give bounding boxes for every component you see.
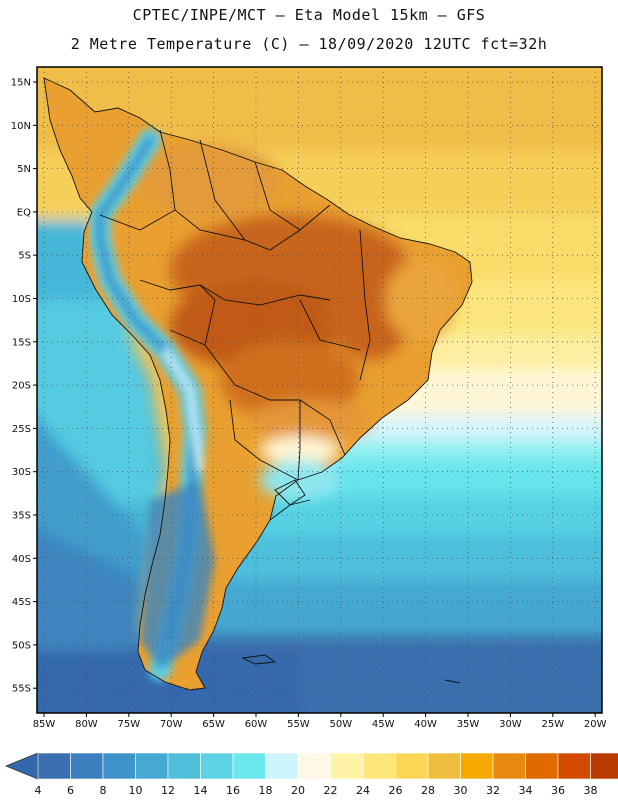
- colorbar-label: 20: [291, 784, 305, 797]
- colorbar-label: 12: [161, 784, 175, 797]
- colorbar-segment: [557, 752, 591, 780]
- colorbar-segment: [330, 752, 364, 780]
- lon-label: 35W: [457, 719, 480, 730]
- lat-label: 10S: [12, 294, 31, 305]
- lat-label: 5N: [17, 164, 31, 175]
- lat-label: 25S: [12, 424, 31, 435]
- lat-label: 30S: [12, 467, 31, 478]
- lon-label: 40W: [414, 719, 437, 730]
- colorbar-label: 38: [584, 784, 598, 797]
- colorbar-segment: [102, 752, 136, 780]
- colorbar-label: 34: [519, 784, 533, 797]
- map-title-line-2: 2 Metre Temperature (C) – 18/09/2020 12U…: [70, 35, 548, 53]
- colorbar-label: 14: [194, 784, 208, 797]
- lat-label: 35S: [12, 511, 31, 522]
- colorbar-segment: [297, 752, 331, 780]
- colorbar-segment: [460, 752, 494, 780]
- colorbar-label: 8: [100, 784, 107, 797]
- colorbar: 4 6 8 10 12 14 16 18 20 22 24 26 28 30 32 34 36 38: [4, 752, 618, 797]
- colorbar-label: 22: [324, 784, 338, 797]
- colorbar-label: 28: [421, 784, 435, 797]
- colorbar-label: 30: [454, 784, 468, 797]
- colorbar-label: 32: [486, 784, 500, 797]
- graticule: [37, 67, 602, 713]
- colorbar-label: 4: [35, 784, 42, 797]
- colorbar-label: 16: [226, 784, 240, 797]
- lat-label: 20S: [12, 381, 31, 392]
- lon-label: 55W: [287, 719, 310, 730]
- colorbar-segment: [427, 752, 461, 780]
- colorbar-label: 10: [129, 784, 143, 797]
- lat-label: 5S: [18, 251, 31, 262]
- colorbar-segment: [492, 752, 526, 780]
- colorbar-segment: [37, 752, 71, 780]
- lon-label: 60W: [245, 719, 268, 730]
- lon-label: 75W: [117, 719, 140, 730]
- colorbar-segment: [265, 752, 299, 780]
- colorbar-low-arrow: [4, 752, 39, 780]
- lon-label: 30W: [499, 719, 522, 730]
- map-title-line-1: CPTEC/INPE/MCT – Eta Model 15km – GFS: [132, 6, 486, 24]
- colorbar-segment: [525, 752, 559, 780]
- colorbar-label: 26: [389, 784, 403, 797]
- lat-label: 15S: [12, 337, 31, 348]
- map-frame: [36, 66, 603, 714]
- lon-label: 20W: [584, 719, 607, 730]
- colorbar-label: 18: [259, 784, 273, 797]
- colorbar-segment: [135, 752, 169, 780]
- lon-label: 70W: [160, 719, 183, 730]
- lat-label: 15N: [11, 78, 31, 89]
- lat-label: EQ: [17, 207, 31, 218]
- lon-label: 45W: [372, 719, 395, 730]
- colorbar-segment: [70, 752, 104, 780]
- lon-label: 80W: [75, 719, 98, 730]
- colorbar-segment: [590, 752, 618, 780]
- lat-label: 10N: [11, 121, 31, 132]
- colorbar-label: 24: [356, 784, 370, 797]
- lat-label: 40S: [12, 554, 31, 565]
- colorbar-label: 6: [67, 784, 74, 797]
- lon-label: 85W: [33, 719, 56, 730]
- lon-label: 65W: [202, 719, 225, 730]
- lat-label: 50S: [12, 640, 31, 651]
- colorbar-segment: [362, 752, 396, 780]
- colorbar-segment: [167, 752, 201, 780]
- colorbar-segment: [232, 752, 266, 780]
- lat-label: 55S: [12, 684, 31, 695]
- temperature-field: [37, 67, 602, 713]
- colorbar-segment: [200, 752, 234, 780]
- lat-label: 45S: [12, 597, 31, 608]
- lon-label: 50W: [329, 719, 352, 730]
- colorbar-label: 36: [551, 784, 565, 797]
- colorbar-segment: [395, 752, 429, 780]
- country-borders: [43, 77, 473, 691]
- lon-label: 25W: [541, 719, 564, 730]
